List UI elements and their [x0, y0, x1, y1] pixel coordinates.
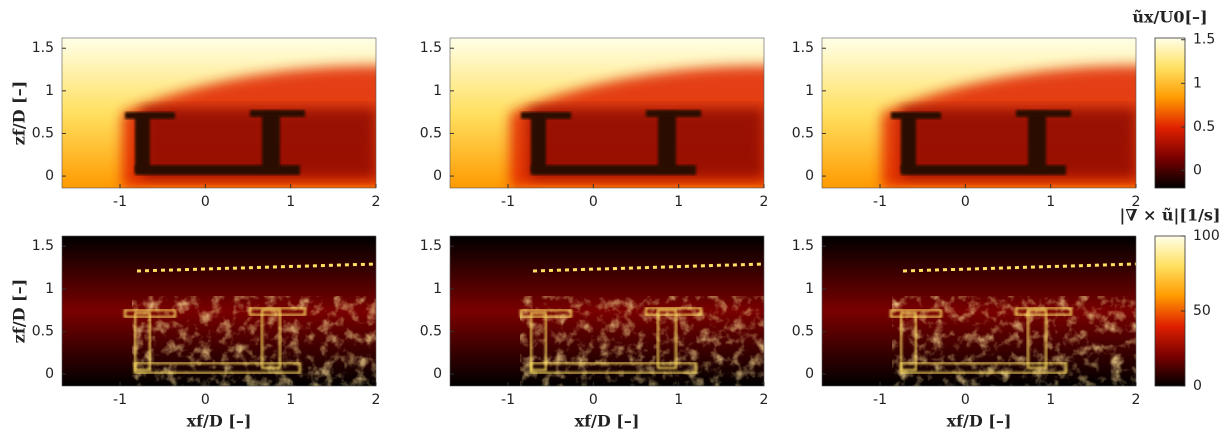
y-tick-label: 0 — [45, 366, 54, 382]
y-tick-label: 1 — [805, 83, 814, 99]
x-tick-label: -1 — [113, 194, 127, 210]
x-tick-label: 2 — [372, 392, 381, 408]
y-tick-label: 0.5 — [32, 125, 54, 141]
y-tick-label: 0.5 — [792, 125, 814, 141]
y-tick-label: 1 — [45, 281, 54, 297]
y-tick-label: 1.5 — [32, 238, 54, 254]
y-tick-label: 0 — [433, 168, 442, 184]
y-tick-label: 1.5 — [420, 40, 442, 56]
x-tick-label: 2 — [760, 194, 769, 210]
y-tick-label: 1 — [45, 83, 54, 99]
y-tick-label: 0 — [45, 168, 54, 184]
x-tick-label: 0 — [961, 194, 970, 210]
x-tick-label: -1 — [501, 392, 515, 408]
x-tick-label: -1 — [873, 392, 887, 408]
model-part — [135, 115, 150, 172]
model-part — [262, 112, 280, 170]
heatmap-panel — [822, 236, 1136, 386]
heatmap-panel — [822, 38, 1156, 188]
heatmap-panel — [450, 236, 764, 386]
colorbar-tick-label: 1 — [1193, 75, 1202, 91]
y-tick-label: 0 — [805, 366, 814, 382]
x-tick-label: 1 — [1046, 392, 1055, 408]
y-tick-label: 0.5 — [420, 125, 442, 141]
y-axis-label: zf/D [–] — [10, 81, 29, 145]
heatmap-panel — [62, 236, 376, 386]
x-axis-label: xf/D [–] — [187, 412, 252, 431]
model-part — [250, 110, 305, 117]
figure: -1 0 1 2 0 0.5 1 1.5 zf/D [–] -1 0 1 2 0 0.5 1 1.5 -1 0 1 2 0… — [0, 0, 1232, 442]
y-tick-label: 1 — [433, 281, 442, 297]
x-tick-label: 1 — [674, 392, 683, 408]
y-tick-label: 1.5 — [420, 238, 442, 254]
model-part — [1028, 112, 1046, 170]
model-part — [901, 115, 916, 172]
y-tick-label: 0.5 — [792, 323, 814, 339]
x-axis-label: xf/D [–] — [947, 412, 1012, 431]
model-part — [658, 112, 676, 170]
y-tick-label: 0 — [433, 366, 442, 382]
y-tick-label: 1 — [433, 83, 442, 99]
y-tick-label: 1 — [805, 281, 814, 297]
x-tick-label: -1 — [873, 194, 887, 210]
colorbar-tick-label: 0 — [1193, 163, 1202, 179]
x-tick-label: 0 — [201, 194, 210, 210]
y-axis-label: zf/D [–] — [10, 279, 29, 343]
colorbar-tick-label: 0 — [1193, 378, 1202, 394]
y-tick-label: 1.5 — [792, 238, 814, 254]
x-axis-label: xf/D [–] — [575, 412, 640, 431]
model-part — [1016, 110, 1071, 117]
x-tick-label: 2 — [1132, 392, 1141, 408]
page: -1 0 1 2 0 0.5 1 1.5 zf/D [–] -1 0 1 2 0 0.5 1 1.5 -1 0 1 2 0… — [0, 0, 1232, 442]
heatmap-panel — [62, 38, 396, 188]
x-tick-label: 0 — [589, 194, 598, 210]
x-tick-label: 1 — [1046, 194, 1055, 210]
x-tick-label: 2 — [372, 194, 381, 210]
heatmap-panel — [450, 38, 784, 188]
x-tick-label: 0 — [961, 392, 970, 408]
x-tick-label: 0 — [201, 392, 210, 408]
x-tick-label: 2 — [760, 392, 769, 408]
colorbar-label: ũx/U0[–] — [1132, 8, 1207, 27]
model-part — [646, 110, 701, 117]
x-tick-label: -1 — [113, 392, 127, 408]
x-tick-label: 1 — [286, 194, 295, 210]
y-tick-label: 0.5 — [32, 323, 54, 339]
colorbar — [1155, 38, 1185, 188]
x-tick-label: 1 — [674, 194, 683, 210]
colorbar-tick-label: 50 — [1193, 303, 1211, 319]
colorbar-tick-label: 100 — [1193, 228, 1220, 244]
colorbar-tick-label: 1.5 — [1193, 32, 1215, 48]
x-tick-label: 0 — [589, 392, 598, 408]
y-tick-label: 0 — [805, 168, 814, 184]
y-tick-label: 1.5 — [32, 40, 54, 56]
x-tick-label: 1 — [286, 392, 295, 408]
x-tick-label: -1 — [501, 194, 515, 210]
y-tick-label: 1.5 — [792, 40, 814, 56]
colorbar-label: |∇ × ũ|[1/s] — [1120, 206, 1221, 225]
colorbar — [1155, 236, 1185, 386]
colorbar-tick-label: 0.5 — [1193, 119, 1215, 135]
y-tick-label: 0.5 — [420, 323, 442, 339]
model-part — [531, 115, 546, 172]
